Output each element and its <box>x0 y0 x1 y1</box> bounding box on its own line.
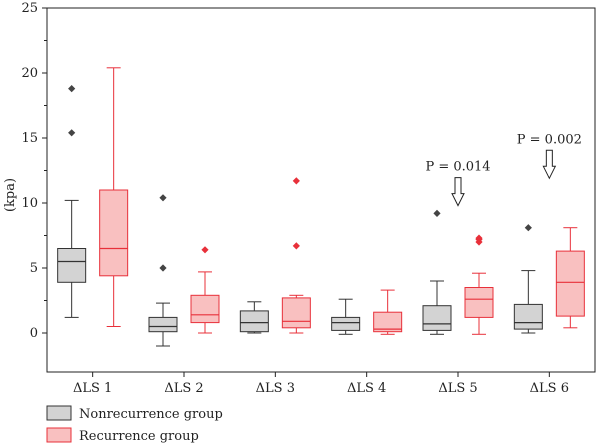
x-tick-label: ΔLS 3 <box>256 381 295 396</box>
y-tick-label: 15 <box>21 131 38 146</box>
y-tick-label: 20 <box>21 66 38 81</box>
box <box>57 248 87 283</box>
box <box>239 310 269 333</box>
outlier-point <box>201 246 209 254</box>
box <box>422 305 452 331</box>
y-tick-label: 10 <box>21 196 38 211</box>
outlier-point <box>159 194 167 202</box>
box <box>331 316 361 331</box>
outlier-point <box>433 209 441 217</box>
outlier-point <box>68 85 76 93</box>
x-tick-label: ΔLS 5 <box>438 381 477 396</box>
outlier-point <box>292 177 300 185</box>
plot-frame <box>46 7 596 373</box>
legend-swatch-recurrence <box>46 427 72 443</box>
y-axis-label: (kpa) <box>3 178 18 212</box>
x-tick-label: ΔLS 2 <box>164 381 203 396</box>
significance-arrow <box>451 177 465 207</box>
significance-arrow <box>542 149 557 180</box>
x-tick-label: ΔLS 4 <box>347 381 386 396</box>
outlier-point <box>475 234 483 242</box>
box <box>190 294 220 324</box>
p-value-annotation: P = 0.002 <box>517 132 582 147</box>
y-tick-label: 0 <box>30 326 38 341</box>
outlier-point <box>524 224 532 232</box>
box <box>148 316 178 333</box>
legend-swatch-nonrecurrence <box>46 405 72 421</box>
box <box>373 311 403 333</box>
box <box>464 287 494 318</box>
outlier-point <box>292 242 300 250</box>
outlier-point <box>68 129 76 137</box>
box <box>281 297 311 329</box>
outlier-point <box>159 264 167 272</box>
x-tick-label: ΔLS 6 <box>530 381 569 396</box>
box <box>99 189 129 277</box>
x-tick-label: ΔLS 1 <box>73 381 112 396</box>
y-tick-label: 5 <box>30 261 38 276</box>
legend-label-nonrecurrence: Nonrecurrence group <box>79 407 223 422</box>
plot-area: 0 5 10 15 20 25 ΔLS 1 ΔLS 2 ΔLS 3 ΔLS 4 ΔLS 5 ΔLS 6… <box>21 1 596 396</box>
legend: Nonrecurrence group Recurrence group <box>46 405 223 444</box>
p-value-annotation: P = 0.014 <box>425 160 490 175</box>
box <box>513 303 543 330</box>
legend-label-recurrence: Recurrence group <box>79 429 199 444</box>
box <box>555 250 585 317</box>
y-tick-label: 25 <box>21 1 38 16</box>
